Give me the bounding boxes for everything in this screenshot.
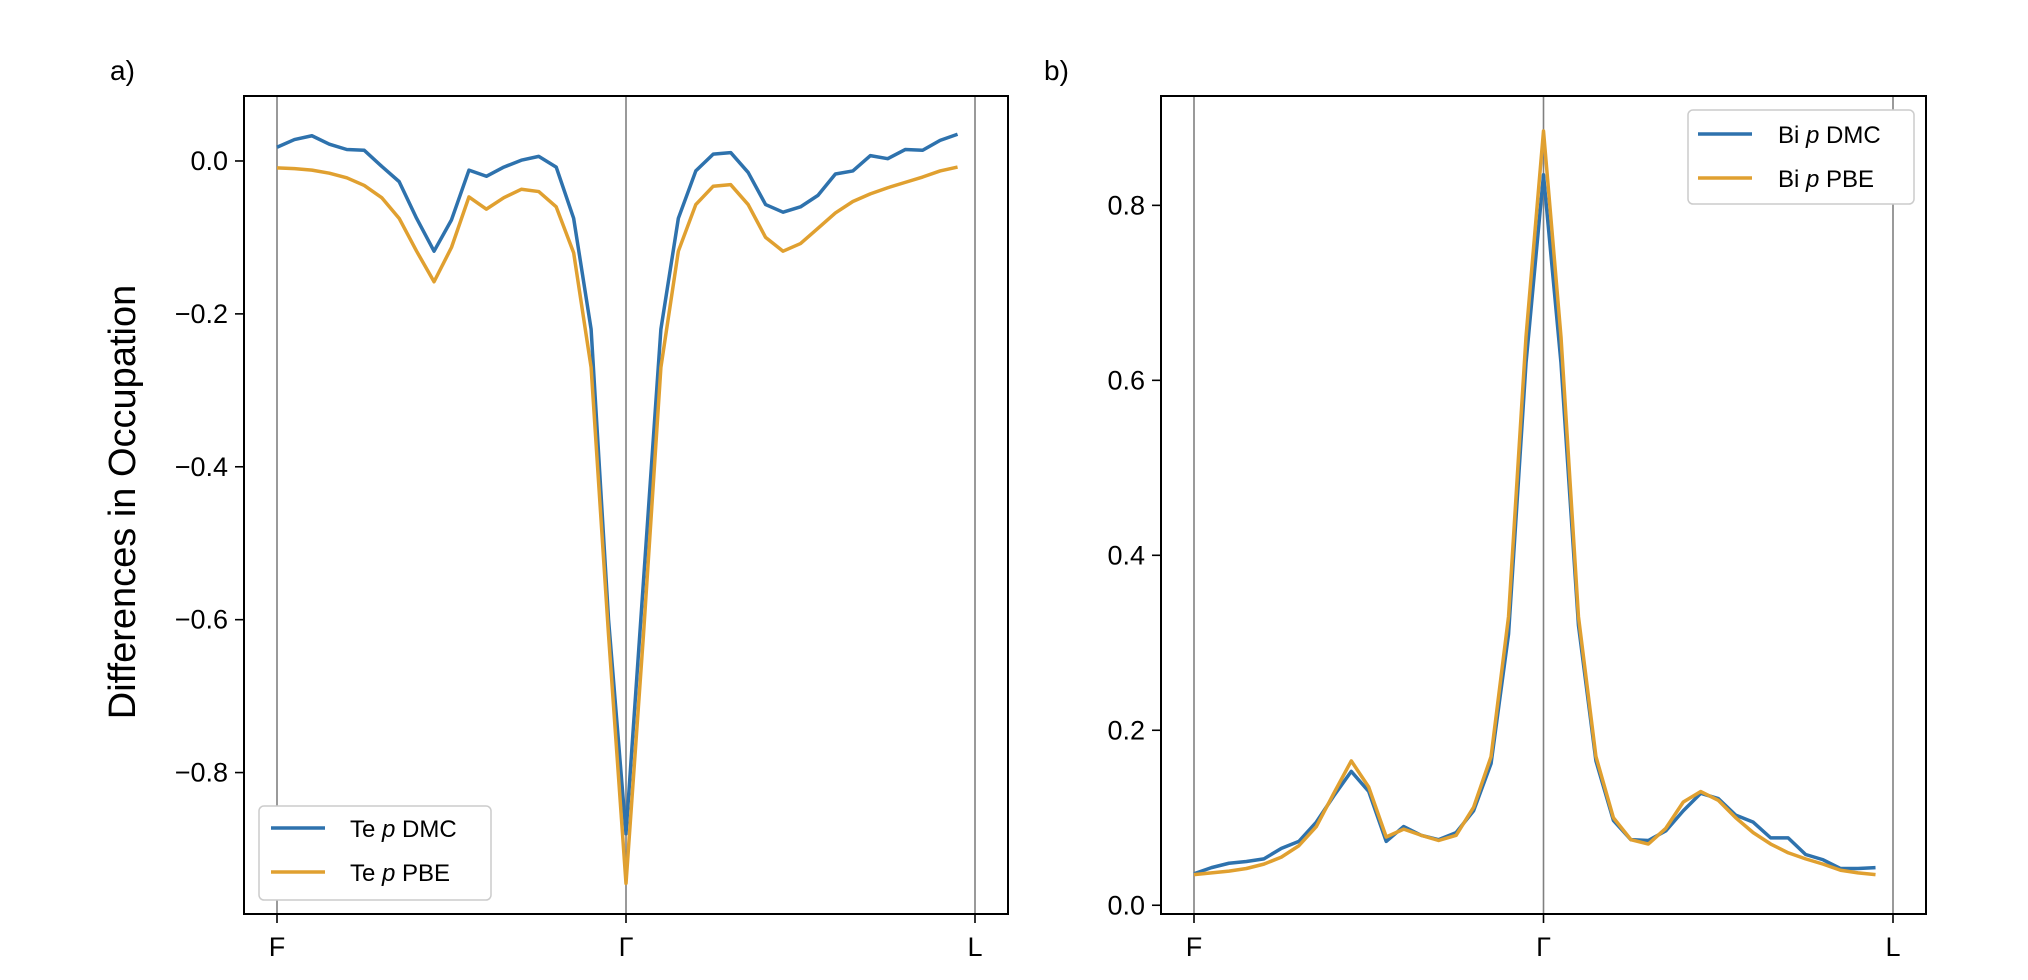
panel-a-ytick-label-4: −0.8 (175, 758, 228, 788)
panel-a-ytick-label-2: −0.4 (175, 452, 228, 482)
panel-a-xtick-label-2: L (967, 932, 982, 962)
panel-a-label: a) (110, 55, 135, 86)
panel-b-legend: Bi p DMC Bi p PBE (1687, 109, 1915, 205)
panel-a-series-pbe-line (276, 165, 958, 886)
panel-a-xtick-label-0: F (269, 932, 286, 962)
panel-b-ytick-label-0: 0.0 (1107, 890, 1145, 920)
legend-label-te-p-pbe: Te p PBE (350, 860, 450, 887)
panel-b-ytick-label-3: 0.6 (1107, 365, 1145, 395)
panel-b-ytick-label-1: 0.2 (1107, 715, 1145, 745)
legend-label-bi-p-dmc: Bi p DMC (1778, 122, 1881, 149)
legend-label-bi-p-pbe: Bi p PBE (1778, 166, 1874, 193)
panel-a-series (276, 132, 959, 886)
panel-b-xtick-label-1: Γ (1536, 932, 1551, 962)
panel-b-series-pbe-line (1193, 129, 1876, 877)
panel-a: a) Differences in Occupation 0.0 −0.2 −0.4… (102, 55, 1009, 962)
panel-a-yaxis: 0.0 −0.2 −0.4 −0.6 −0.8 (175, 146, 244, 788)
panel-a-xtick-label-1: Γ (619, 932, 634, 962)
panel-a-ytick-label-1: −0.2 (175, 299, 228, 329)
panel-b-ytick-label-4: 0.8 (1107, 190, 1145, 220)
panel-b-xtick-label-0: F (1186, 932, 1203, 962)
panel-b-ytick-label-2: 0.4 (1107, 540, 1145, 570)
legend-label-te-p-dmc: Te p DMC (350, 816, 457, 843)
panel-a-legend: Te p DMC Te p PBE (258, 805, 492, 901)
panel-a-series-dmc-line (276, 132, 959, 836)
panel-b-series-dmc-line (1193, 172, 1876, 876)
panel-b-yaxis: 0.0 0.2 0.4 0.6 0.8 (1107, 190, 1161, 920)
panel-a-ylabel: Differences in Occupation (102, 285, 144, 719)
panel-b: b) 0.0 0.2 0.4 0.6 0.8 F Γ L Bi p DMC Bi p PBE (1044, 55, 1927, 962)
panel-b-vlines (1193, 96, 1894, 914)
panel-a-ytick-label-0: 0.0 (190, 146, 228, 176)
panel-b-series (1193, 129, 1876, 877)
panel-a-vlines (276, 96, 976, 914)
panel-b-xtick-label-2: L (1885, 932, 1900, 962)
panel-b-label: b) (1044, 55, 1069, 86)
panel-a-ytick-label-3: −0.6 (175, 605, 228, 635)
